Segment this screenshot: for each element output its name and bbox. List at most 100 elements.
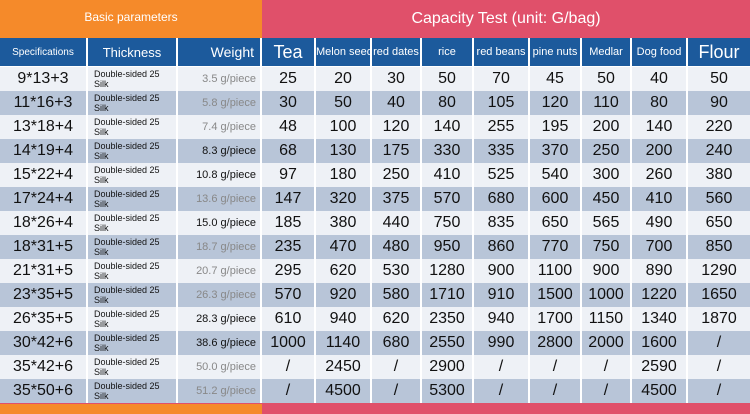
cell-medlar: / bbox=[582, 379, 632, 403]
cell-medlar: 110 bbox=[582, 91, 632, 115]
cell-red-beans: 940 bbox=[474, 307, 530, 331]
cell-rice: 5300 bbox=[422, 379, 474, 403]
cell-spec: 18*31+5 bbox=[0, 235, 88, 259]
cell-pine-nuts: 120 bbox=[530, 91, 582, 115]
cell-medlar: 2000 bbox=[582, 331, 632, 355]
cell-thickness: Double-sided 25 Silk bbox=[88, 91, 178, 115]
cell-spec: 15*22+4 bbox=[0, 163, 88, 187]
cell-melon-seeds: 130 bbox=[316, 139, 372, 163]
cell-flour: 1650 bbox=[688, 283, 750, 307]
cell-pine-nuts: 1100 bbox=[530, 259, 582, 283]
cell-melon-seeds: 50 bbox=[316, 91, 372, 115]
cell-flour: 650 bbox=[688, 211, 750, 235]
cell-dog-food: 1220 bbox=[632, 283, 688, 307]
cell-medlar: 300 bbox=[582, 163, 632, 187]
cell-red-dates: 530 bbox=[372, 259, 422, 283]
cell-medlar: 750 bbox=[582, 235, 632, 259]
cell-flour: 90 bbox=[688, 91, 750, 115]
cell-weight: 38.6 g/piece bbox=[178, 331, 262, 355]
cell-dog-food: 2590 bbox=[632, 355, 688, 379]
cell-tea: / bbox=[262, 355, 316, 379]
cell-weight: 7.4 g/piece bbox=[178, 115, 262, 139]
cell-melon-seeds: 380 bbox=[316, 211, 372, 235]
cell-melon-seeds: 180 bbox=[316, 163, 372, 187]
cell-melon-seeds: 920 bbox=[316, 283, 372, 307]
cell-tea: 97 bbox=[262, 163, 316, 187]
cell-thickness: Double-sided 25 Silk bbox=[88, 187, 178, 211]
cell-red-dates: 680 bbox=[372, 331, 422, 355]
cell-pine-nuts: 1700 bbox=[530, 307, 582, 331]
cell-spec: 17*24+4 bbox=[0, 187, 88, 211]
cell-pine-nuts: 370 bbox=[530, 139, 582, 163]
table-row: 30*42+6 Double-sided 25 Silk 38.6 g/piece 1… bbox=[0, 331, 750, 355]
table-row: 14*19+4 Double-sided 25 Silk 8.3 g/piece 68… bbox=[0, 139, 750, 163]
cell-dog-food: 700 bbox=[632, 235, 688, 259]
cell-weight: 28.3 g/piece bbox=[178, 307, 262, 331]
cell-flour: / bbox=[688, 331, 750, 355]
cell-medlar: 565 bbox=[582, 211, 632, 235]
cell-weight: 5.8 g/piece bbox=[178, 91, 262, 115]
cell-melon-seeds: 2450 bbox=[316, 355, 372, 379]
cell-spec: 11*16+3 bbox=[0, 91, 88, 115]
cell-medlar: 50 bbox=[582, 67, 632, 91]
cell-red-beans: 835 bbox=[474, 211, 530, 235]
cell-weight: 26.3 g/piece bbox=[178, 283, 262, 307]
cell-weight: 15.0 g/piece bbox=[178, 211, 262, 235]
cell-thickness: Double-sided 25 Silk bbox=[88, 235, 178, 259]
cell-dog-food: 490 bbox=[632, 211, 688, 235]
cell-spec: 14*19+4 bbox=[0, 139, 88, 163]
table-row: 23*35+5 Double-sided 25 Silk 26.3 g/piece 5… bbox=[0, 283, 750, 307]
col-weight: Weight bbox=[178, 38, 262, 67]
cell-spec: 23*35+5 bbox=[0, 283, 88, 307]
cell-pine-nuts: 770 bbox=[530, 235, 582, 259]
cell-melon-seeds: 470 bbox=[316, 235, 372, 259]
cell-weight: 51.2 g/piece bbox=[178, 379, 262, 403]
col-specifications: Specifications bbox=[0, 38, 88, 67]
cell-red-dates: 375 bbox=[372, 187, 422, 211]
cell-melon-seeds: 100 bbox=[316, 115, 372, 139]
cell-red-beans: 680 bbox=[474, 187, 530, 211]
cell-rice: 750 bbox=[422, 211, 474, 235]
table-row: 35*42+6 Double-sided 25 Silk 50.0 g/piece /… bbox=[0, 355, 750, 379]
cell-rice: 80 bbox=[422, 91, 474, 115]
col-thickness: Thickness bbox=[88, 38, 178, 67]
table-row: 18*26+4 Double-sided 25 Silk 15.0 g/piece 1… bbox=[0, 211, 750, 235]
cell-medlar: 450 bbox=[582, 187, 632, 211]
col-rice: rice bbox=[422, 38, 474, 67]
cell-dog-food: 200 bbox=[632, 139, 688, 163]
cell-medlar: 900 bbox=[582, 259, 632, 283]
cell-thickness: Double-sided 25 Silk bbox=[88, 67, 178, 91]
cell-weight: 50.0 g/piece bbox=[178, 355, 262, 379]
cell-red-dates: 175 bbox=[372, 139, 422, 163]
table-row: 18*31+5 Double-sided 25 Silk 18.7 g/piece 2… bbox=[0, 235, 750, 259]
col-tea: Tea bbox=[262, 38, 316, 67]
cell-rice: 2550 bbox=[422, 331, 474, 355]
cell-thickness: Double-sided 25 Silk bbox=[88, 307, 178, 331]
cell-flour: 240 bbox=[688, 139, 750, 163]
cell-melon-seeds: 320 bbox=[316, 187, 372, 211]
cell-weight: 3.5 g/piece bbox=[178, 67, 262, 91]
cell-pine-nuts: 45 bbox=[530, 67, 582, 91]
cell-tea: 68 bbox=[262, 139, 316, 163]
cell-pine-nuts: / bbox=[530, 379, 582, 403]
cell-weight: 13.6 g/piece bbox=[178, 187, 262, 211]
cell-red-beans: / bbox=[474, 355, 530, 379]
cell-medlar: 1150 bbox=[582, 307, 632, 331]
cell-tea: 147 bbox=[262, 187, 316, 211]
cell-red-beans: 910 bbox=[474, 283, 530, 307]
cell-thickness: Double-sided 25 Silk bbox=[88, 331, 178, 355]
cell-rice: 2900 bbox=[422, 355, 474, 379]
cell-flour: 220 bbox=[688, 115, 750, 139]
table-row: 35*50+6 Double-sided 25 Silk 51.2 g/piece /… bbox=[0, 379, 750, 403]
table-row: 9*13+3 Double-sided 25 Silk 3.5 g/piece 25 2… bbox=[0, 67, 750, 91]
cell-spec: 9*13+3 bbox=[0, 67, 88, 91]
cell-flour: 50 bbox=[688, 67, 750, 91]
cell-pine-nuts: 540 bbox=[530, 163, 582, 187]
cell-rice: 140 bbox=[422, 115, 474, 139]
cell-red-beans: 860 bbox=[474, 235, 530, 259]
basic-parameters-heading: Basic parameters bbox=[0, 0, 262, 38]
cell-dog-food: 410 bbox=[632, 187, 688, 211]
cell-rice: 410 bbox=[422, 163, 474, 187]
table-row: 21*31+5 Double-sided 25 Silk 20.7 g/piece 2… bbox=[0, 259, 750, 283]
